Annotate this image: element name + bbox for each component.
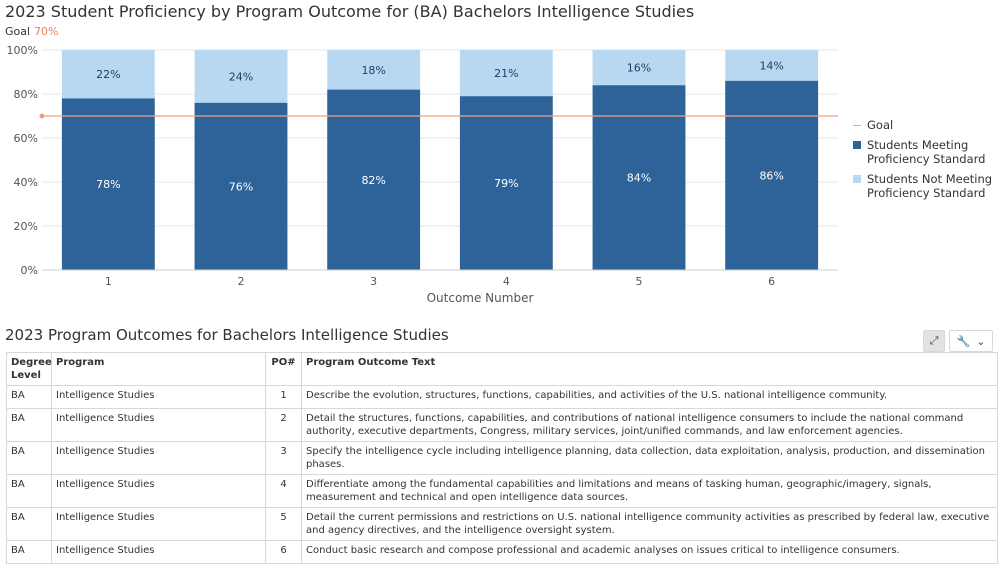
data-label-meeting: 76% bbox=[229, 180, 253, 193]
table-row: BA Intelligence Studies 2 Detail the struct… bbox=[6, 408, 998, 442]
chart-title: 2023 Student Proficiency by Program Outc… bbox=[5, 2, 695, 21]
proficiency-chart: 0% 20% 40% 60% 80% 100% 22% 78% 1 24% 76% 2 18% 82% 3 2… bbox=[7, 44, 838, 305]
cell-po-number: 4 bbox=[265, 474, 302, 508]
bar-meeting bbox=[459, 96, 553, 270]
cell-outcome-text: Differentiate among the fundamental capa… bbox=[301, 474, 998, 508]
data-label-not-meeting: 22% bbox=[96, 68, 120, 81]
cell-po-number: 3 bbox=[265, 441, 302, 475]
header-po-number[interactable]: PO# bbox=[265, 352, 302, 386]
y-tick-label: 60% bbox=[14, 132, 38, 145]
y-tick-label: 80% bbox=[14, 88, 38, 101]
bar-not-meeting bbox=[725, 50, 819, 81]
x-axis-title: Outcome Number bbox=[427, 291, 534, 305]
cell-outcome-text: Describe the evolution, structures, func… bbox=[301, 385, 998, 409]
cell-po-number: 5 bbox=[265, 507, 302, 541]
data-label-meeting: 86% bbox=[759, 169, 783, 182]
data-label-meeting: 82% bbox=[361, 174, 385, 187]
cell-po-number: 2 bbox=[265, 408, 302, 442]
chevron-down-icon: ⌄ bbox=[976, 334, 986, 348]
outcomes-table: Degree Level Program PO# Program Outcome… bbox=[6, 352, 998, 564]
cell-program: Intelligence Studies bbox=[51, 441, 266, 475]
y-tick-label: 0% bbox=[21, 264, 38, 277]
cell-program: Intelligence Studies bbox=[51, 507, 266, 541]
x-tick-label: 1 bbox=[105, 275, 112, 288]
cell-po-number: 1 bbox=[265, 385, 302, 409]
chart-legend[interactable]: Goal Students Meeting Proficiency Standar… bbox=[853, 118, 992, 206]
goal-caption-label: Goal bbox=[5, 25, 31, 38]
data-label-not-meeting: 18% bbox=[361, 64, 385, 77]
data-label-meeting: 79% bbox=[494, 177, 518, 190]
cell-program: Intelligence Studies bbox=[51, 408, 266, 442]
header-outcome-text[interactable]: Program Outcome Text bbox=[301, 352, 998, 386]
cell-program: Intelligence Studies bbox=[51, 540, 266, 564]
cell-outcome-text: Detail the current permissions and restr… bbox=[301, 507, 998, 541]
cell-degree-level: BA bbox=[6, 474, 52, 508]
cell-degree-level: BA bbox=[6, 441, 52, 475]
data-label-not-meeting: 16% bbox=[627, 62, 651, 75]
cell-degree-level: BA bbox=[6, 507, 52, 541]
bar-not-meeting bbox=[592, 50, 686, 86]
x-tick-label: 4 bbox=[503, 275, 510, 288]
cell-degree-level: BA bbox=[6, 385, 52, 409]
wrench-icon: 🔧 bbox=[956, 334, 971, 348]
legend-not-meeting-swatch bbox=[853, 175, 861, 183]
bar-meeting bbox=[327, 89, 421, 270]
bar-meeting bbox=[194, 102, 288, 270]
legend-meeting-swatch bbox=[853, 141, 861, 149]
data-label-meeting: 78% bbox=[96, 178, 120, 191]
bar-not-meeting bbox=[459, 50, 553, 97]
table-row: BA Intelligence Studies 6 Conduct basic res… bbox=[6, 540, 998, 564]
x-tick-label: 5 bbox=[636, 275, 643, 288]
expand-icon: ⤢ bbox=[929, 334, 939, 347]
cell-program: Intelligence Studies bbox=[51, 474, 266, 508]
legend-item-goal[interactable]: Goal bbox=[853, 118, 992, 132]
table-row: BA Intelligence Studies 4 Differentiate amo… bbox=[6, 474, 998, 508]
legend-item-not-meeting[interactable]: Students Not Meeting Proficiency Standard bbox=[853, 172, 992, 200]
cell-outcome-text: Conduct basic research and compose profe… bbox=[301, 540, 998, 564]
header-program[interactable]: Program bbox=[51, 352, 266, 386]
bar-not-meeting bbox=[194, 50, 288, 103]
x-tick-label: 2 bbox=[238, 275, 245, 288]
table-row: BA Intelligence Studies 1 Describe the evol… bbox=[6, 385, 998, 409]
settings-dropdown-button[interactable]: 🔧 ⌄ bbox=[949, 330, 993, 352]
goal-caption: Goal 70% bbox=[5, 25, 59, 38]
bar-not-meeting bbox=[61, 50, 155, 99]
cell-po-number: 6 bbox=[265, 540, 302, 564]
legend-goal-label: Goal bbox=[867, 118, 894, 132]
y-tick-label: 100% bbox=[7, 44, 38, 57]
cell-program: Intelligence Studies bbox=[51, 385, 266, 409]
legend-goal-line bbox=[853, 125, 861, 126]
expand-button[interactable]: ⤢ bbox=[923, 330, 945, 352]
legend-item-meeting[interactable]: Students Meeting Proficiency Standard bbox=[853, 138, 992, 166]
data-label-meeting: 84% bbox=[627, 172, 651, 185]
cell-outcome-text: Specify the intelligence cycle including… bbox=[301, 441, 998, 475]
cell-degree-level: BA bbox=[6, 408, 52, 442]
goal-caption-value: 70% bbox=[34, 25, 59, 38]
y-tick-label: 20% bbox=[14, 220, 38, 233]
x-tick-label: 6 bbox=[768, 275, 775, 288]
table-row: BA Intelligence Studies 5 Detail the curren… bbox=[6, 507, 998, 541]
table-title: 2023 Program Outcomes for Bachelors Inte… bbox=[5, 326, 449, 344]
table-row: BA Intelligence Studies 3 Specify the intel… bbox=[6, 441, 998, 475]
y-tick-label: 40% bbox=[14, 176, 38, 189]
table-toolbar: ⤢ 🔧 ⌄ bbox=[923, 330, 993, 352]
bar-not-meeting bbox=[327, 50, 421, 90]
cell-degree-level: BA bbox=[6, 540, 52, 564]
table-header-row: Degree Level Program PO# Program Outcome… bbox=[6, 352, 998, 386]
x-tick-label: 3 bbox=[370, 275, 377, 288]
data-label-not-meeting: 21% bbox=[494, 67, 518, 80]
legend-not-meeting-label: Students Not Meeting Proficiency Standard bbox=[867, 172, 993, 200]
bar-meeting bbox=[61, 98, 155, 271]
cell-outcome-text: Detail the structures, functions, capabi… bbox=[301, 408, 998, 442]
goal-marker bbox=[39, 113, 45, 119]
legend-meeting-label: Students Meeting Proficiency Standard bbox=[867, 138, 986, 166]
header-degree-level[interactable]: Degree Level bbox=[6, 352, 52, 386]
data-label-not-meeting: 24% bbox=[229, 70, 253, 83]
bar-meeting bbox=[725, 80, 819, 270]
data-label-not-meeting: 14% bbox=[759, 59, 783, 72]
